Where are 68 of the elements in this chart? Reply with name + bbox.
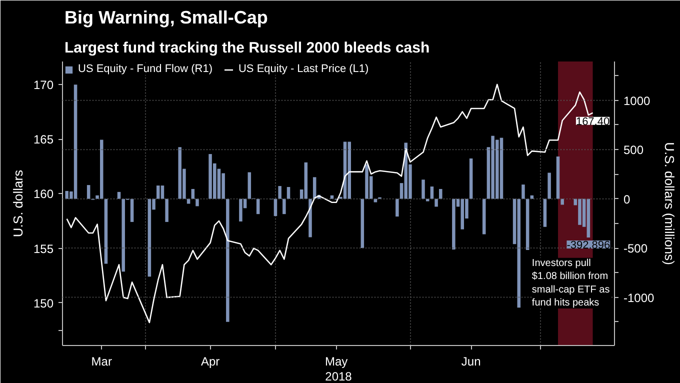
bar <box>586 198 590 238</box>
bar <box>482 198 486 234</box>
bar <box>278 186 282 199</box>
y2-tick-label: 1000 <box>624 94 651 108</box>
bar <box>522 184 525 199</box>
chart-subtitle: Largest fund tracking the Russell 2000 bleeds cash <box>64 40 430 56</box>
bar <box>452 198 456 250</box>
y2-tick-label: 0 <box>624 192 630 206</box>
x-tick-label: Jun <box>461 354 481 368</box>
annotation: Investors pull $1.08 billion from small-cap ETF as fund hits peaks <box>532 258 610 308</box>
data-label: 167.40 <box>576 116 610 128</box>
y-tick-label: 170 <box>33 78 54 92</box>
bar <box>578 198 582 225</box>
bar <box>500 138 504 199</box>
data-label: -392.896 <box>566 240 610 252</box>
bar <box>239 198 242 222</box>
bar <box>226 198 230 322</box>
bar <box>308 198 312 238</box>
bar <box>156 186 160 199</box>
y2-axis-title: U.S. dollars (millions) <box>662 142 678 265</box>
bar <box>469 158 473 199</box>
bar <box>526 198 530 250</box>
bar <box>365 164 368 199</box>
bar <box>560 198 564 205</box>
x-axis-title: 2018 <box>325 370 352 383</box>
chart-title: Big Warning, Small-Cap <box>64 8 268 28</box>
bar <box>439 188 442 199</box>
bar <box>396 198 399 217</box>
bar <box>148 198 152 277</box>
legend-label: US Equity - Last Price (L1) <box>238 63 369 75</box>
y-tick-label: 150 <box>33 296 54 310</box>
bar <box>517 198 521 308</box>
bar <box>117 192 121 199</box>
bar <box>460 198 464 230</box>
bar <box>165 198 168 222</box>
bar <box>556 156 560 199</box>
y2-tick-label: 500 <box>624 143 644 158</box>
bar <box>196 198 199 206</box>
y-axis-title: U.S. dollars <box>10 169 26 238</box>
y-tick-label: 155 <box>33 242 54 256</box>
y-tick-label: 160 <box>33 187 54 202</box>
bar <box>100 140 104 199</box>
bar <box>430 186 434 199</box>
bar <box>282 198 286 214</box>
bar <box>86 185 90 199</box>
bar <box>304 162 308 199</box>
bar <box>543 198 547 227</box>
x-tick-label: Mar <box>91 354 112 368</box>
y-tick-label: 165 <box>33 132 54 147</box>
bar <box>274 198 278 216</box>
y2-tick-label: -500 <box>624 242 648 256</box>
bar <box>74 84 78 199</box>
legend-label: US Equity - Fund Flow (R1) <box>78 63 212 75</box>
y2-tick-label: -1000 <box>624 290 655 305</box>
x-tick-label: Apr <box>200 354 220 368</box>
bar <box>434 198 438 207</box>
bar <box>348 142 351 199</box>
bar <box>130 198 134 222</box>
bar <box>360 198 364 248</box>
bar <box>191 188 195 199</box>
x-tick-label: May <box>324 354 348 368</box>
bar <box>104 198 108 264</box>
bar <box>248 172 252 199</box>
bar <box>548 172 551 199</box>
bar <box>160 186 164 199</box>
bar <box>286 187 290 199</box>
bar <box>422 180 425 199</box>
bar <box>222 173 225 199</box>
